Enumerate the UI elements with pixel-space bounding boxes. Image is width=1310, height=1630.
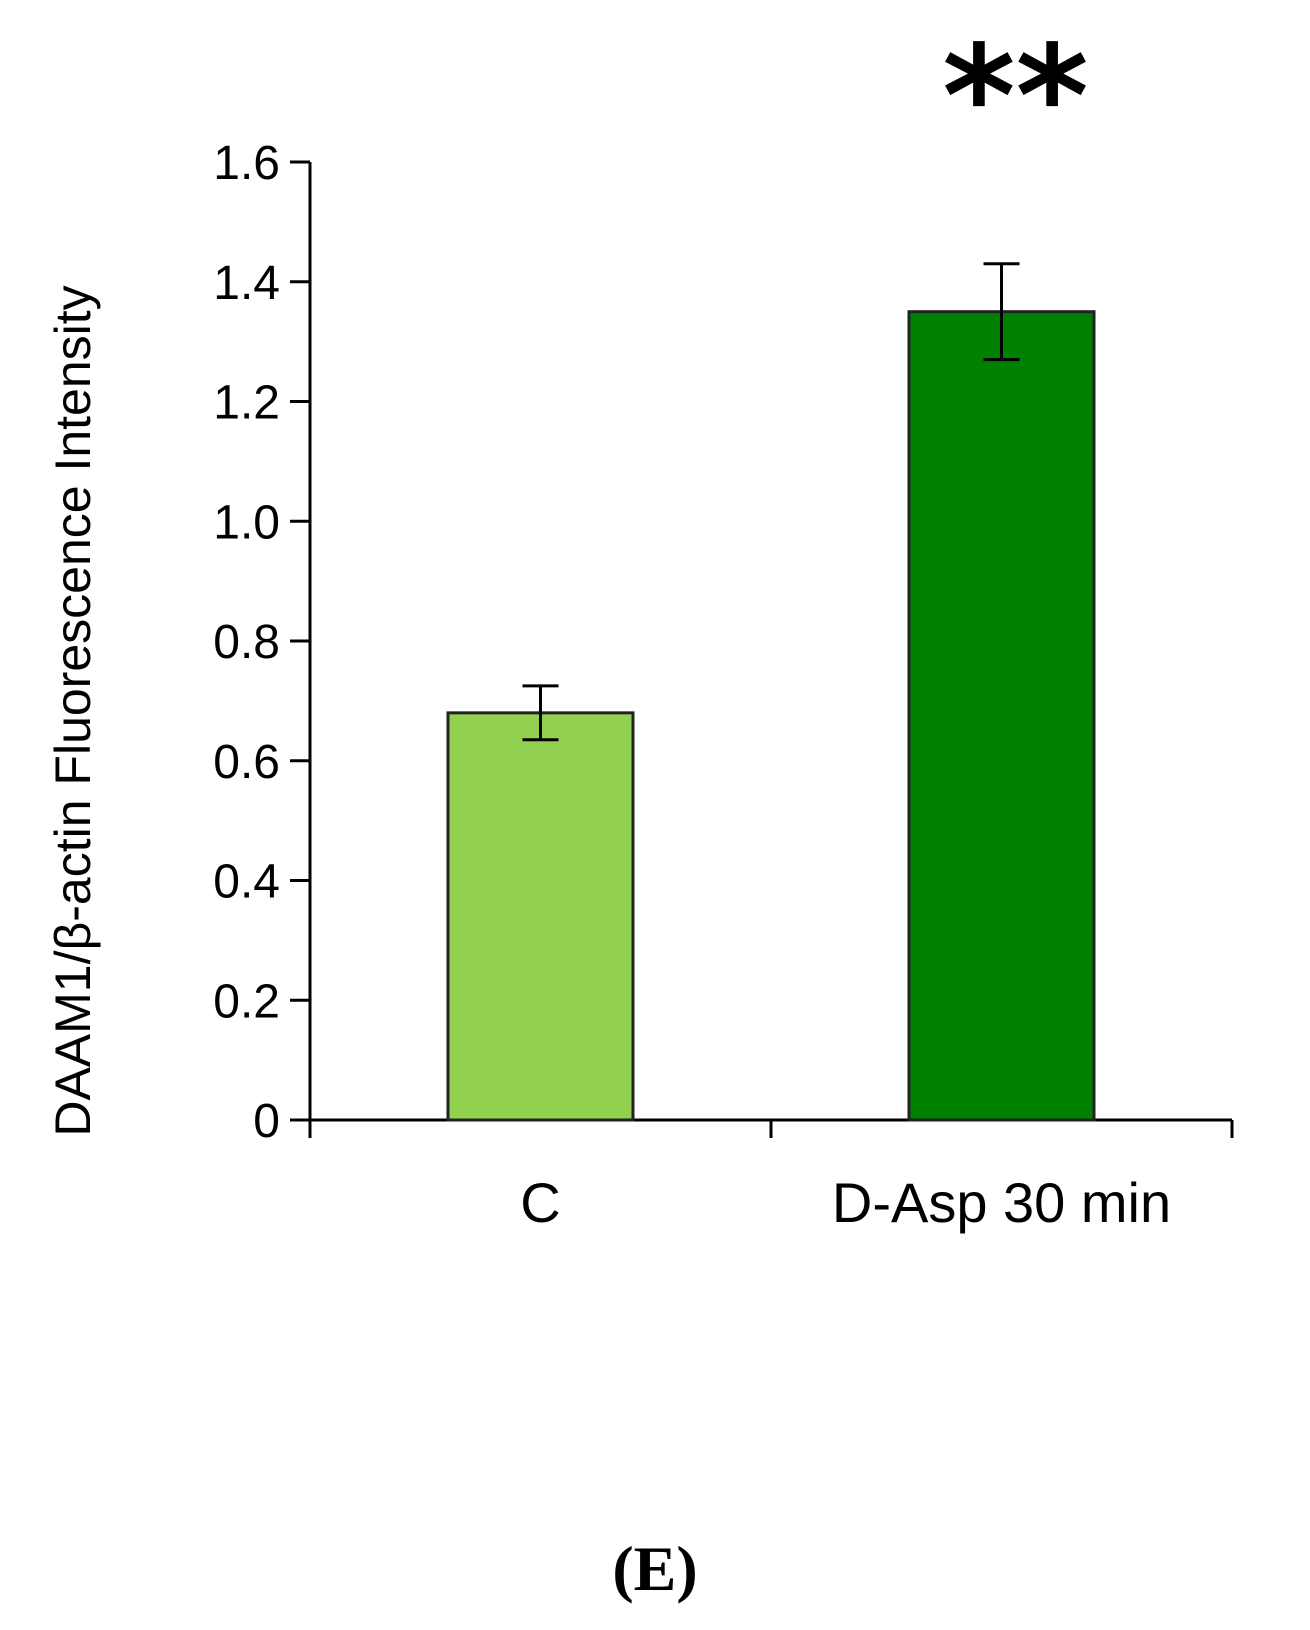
x-category-label: D-Asp 30 min [832,1171,1171,1234]
y-tick-label: 1.4 [213,257,280,310]
x-category-label: C [520,1171,560,1234]
bar [907,310,1096,1122]
panel-label: (E) [612,1533,697,1604]
bar [446,711,635,1122]
y-axis: 0 0.2 0.4 0.6 0.8 1.0 1.2 1.4 1.6 [213,137,312,1148]
x-axis: C D-Asp 30 min [290,1118,1234,1234]
y-axis-title: DAAM1/β-actin Fluorescence Intensity [45,285,101,1136]
y-tick-label: 0.2 [213,975,280,1028]
error-bars: ** [522,16,1089,742]
bars [446,310,1096,1122]
y-tick-label: 0.6 [213,736,280,789]
y-tick-label: 1.2 [213,377,280,430]
y-tick-label: 0 [253,1095,280,1148]
significance-marker: ** [942,16,1088,179]
y-tick-label: 0.4 [213,856,280,909]
y-tick-label: 1.6 [213,137,280,190]
y-tick-label: 0.8 [213,616,280,669]
y-tick-label: 1.0 [213,496,280,549]
